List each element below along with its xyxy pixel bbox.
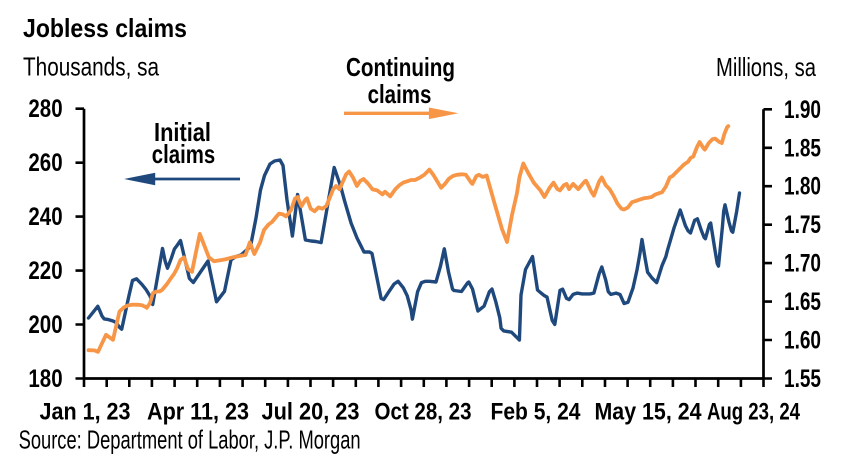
svg-text:Apr 11, 23: Apr 11, 23 xyxy=(147,399,249,426)
svg-text:Aug 23, 24: Aug 23, 24 xyxy=(707,399,801,426)
svg-text:260: 260 xyxy=(28,149,62,177)
svg-text:Jul 20, 23: Jul 20, 23 xyxy=(262,399,360,426)
svg-text:Continuing: Continuing xyxy=(346,52,455,82)
svg-text:Jobless claims: Jobless claims xyxy=(23,13,187,43)
svg-text:1.80: 1.80 xyxy=(784,173,821,201)
svg-text:240: 240 xyxy=(28,203,62,231)
svg-text:Feb 5, 24: Feb 5, 24 xyxy=(491,399,582,426)
svg-text:280: 280 xyxy=(28,95,62,123)
svg-text:May 15, 24: May 15, 24 xyxy=(595,399,703,426)
svg-text:Oct 28, 23: Oct 28, 23 xyxy=(375,399,472,426)
svg-text:220: 220 xyxy=(28,257,62,285)
svg-text:claims: claims xyxy=(152,139,215,169)
svg-text:Source: Department of Labor, J: Source: Department of Labor, J.P. Morgan xyxy=(19,425,361,455)
svg-text:1.85: 1.85 xyxy=(784,134,821,162)
svg-text:1.90: 1.90 xyxy=(784,96,821,124)
svg-text:1.70: 1.70 xyxy=(784,250,821,278)
svg-text:180: 180 xyxy=(28,365,62,393)
svg-text:Thousands, sa: Thousands, sa xyxy=(23,52,159,82)
svg-text:1.55: 1.55 xyxy=(784,365,821,393)
svg-text:Initial: Initial xyxy=(154,117,211,147)
svg-text:1.75: 1.75 xyxy=(784,211,821,239)
svg-text:Millions, sa: Millions, sa xyxy=(716,52,816,82)
svg-text:Jan 1, 23: Jan 1, 23 xyxy=(40,399,131,426)
svg-text:200: 200 xyxy=(28,311,62,339)
svg-text:1.65: 1.65 xyxy=(784,288,821,316)
svg-text:1.60: 1.60 xyxy=(784,327,821,355)
svg-text:claims: claims xyxy=(368,79,432,109)
